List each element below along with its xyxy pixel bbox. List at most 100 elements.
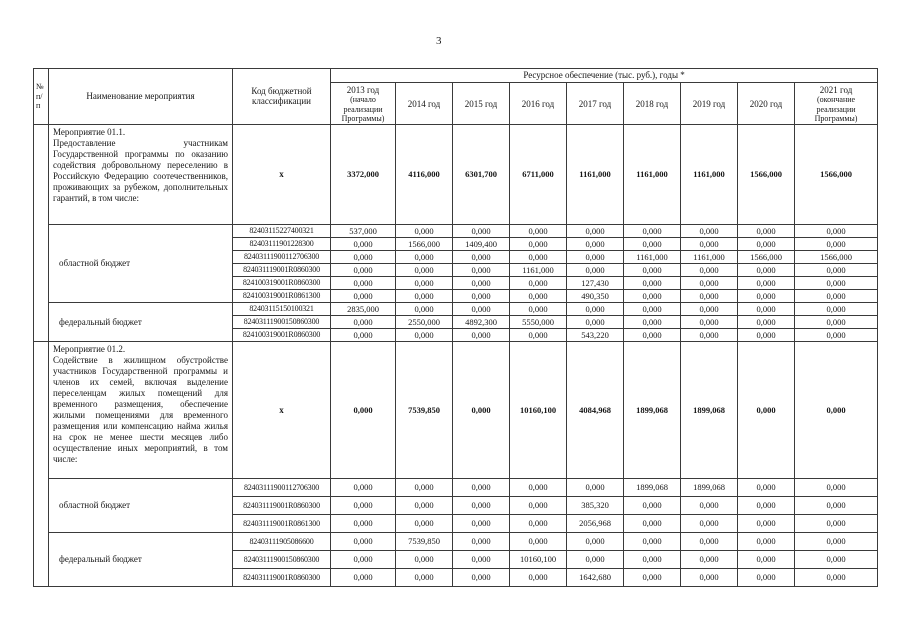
value-cell: 1161,000 [680, 123, 738, 225]
measure-code-cell: х [232, 340, 331, 479]
col-header-code: Код бюджетной классификации [232, 68, 331, 125]
value-cell: 0,000 [452, 301, 510, 316]
value-cell: 0,000 [623, 236, 681, 251]
value-cell: 490,350 [566, 288, 624, 303]
budget-code-row: 824031119001R0860300 0,000 0,000 0,000 0,000… [34, 567, 879, 587]
col-header-year: 2013 год (начало реализации Программы) [330, 82, 396, 125]
value-cell: 0,000 [793, 223, 879, 238]
resource-table: № п/ п Наименование мероприятия Код бюдж… [33, 68, 879, 587]
value-cell: 0,000 [793, 495, 879, 515]
value-cell: 0,000 [330, 288, 396, 303]
value-cell: 0,000 [566, 223, 624, 238]
budget-code-cell: 824100319001R0861300 [232, 288, 331, 303]
value-cell: 10160,100 [509, 340, 567, 479]
value-cell: 0,000 [737, 531, 795, 551]
year-label: 2017 год [578, 98, 612, 109]
value-cell: 1566,000 [793, 123, 879, 225]
col-header-year: 2018 год [623, 82, 681, 125]
budget-code-row: областной бюджет 82403115227400321 537,000… [34, 223, 879, 303]
budget-code-cell: 82403111900112706300 [232, 249, 331, 264]
value-cell: 4084,968 [566, 340, 624, 479]
value-cell: 0,000 [737, 262, 795, 277]
value-cell: 1161,000 [680, 249, 738, 264]
value-cell: 0,000 [737, 477, 795, 497]
value-cell: 1409,400 [452, 236, 510, 251]
value-cell: 0,000 [566, 236, 624, 251]
budget-code-cell: 82403111901228300 [232, 236, 331, 251]
value-cell: 0,000 [330, 567, 396, 587]
value-cell: 0,000 [623, 549, 681, 569]
value-cell: 0,000 [395, 288, 453, 303]
value-cell: 0,000 [452, 513, 510, 533]
value-cell: 0,000 [509, 249, 567, 264]
value-cell: 0,000 [737, 314, 795, 329]
value-cell: 7539,850 [395, 340, 453, 479]
value-cell: 0,000 [566, 477, 624, 497]
value-cell: 0,000 [680, 567, 738, 587]
value-cell: 0,000 [737, 567, 795, 587]
value-cell: 2550,000 [395, 314, 453, 329]
value-cell: 0,000 [509, 288, 567, 303]
value-cell: 0,000 [793, 301, 879, 316]
value-cell: 0,000 [623, 567, 681, 587]
value-cell: 0,000 [452, 249, 510, 264]
value-cell: 1161,000 [623, 249, 681, 264]
value-cell: 1161,000 [566, 123, 624, 225]
value-cell: 0,000 [793, 327, 879, 342]
value-cell: 543,220 [566, 327, 624, 342]
value-cell: 0,000 [680, 301, 738, 316]
value-cell: 3372,000 [330, 123, 396, 225]
value-cell: 0,000 [793, 275, 879, 290]
value-cell: 0,000 [452, 340, 510, 479]
value-cell: 0,000 [395, 275, 453, 290]
value-cell: 0,000 [330, 531, 396, 551]
budget-code-cell: 82403115150100321 [232, 301, 331, 316]
value-cell: 7539,850 [395, 531, 453, 551]
value-cell: 0,000 [509, 531, 567, 551]
value-cell: 0,000 [623, 223, 681, 238]
row-number-cell [33, 340, 49, 587]
measure-title: Мероприятие 01.1. [53, 126, 126, 137]
value-cell: 0,000 [793, 549, 879, 569]
budget-group-label: федеральный бюджет [48, 301, 233, 342]
value-cell: 0,000 [623, 327, 681, 342]
year-note: (начало реализации Программы) [341, 95, 385, 123]
value-cell: 0,000 [509, 223, 567, 238]
value-cell: 1899,068 [623, 477, 681, 497]
budget-group-label: федеральный бюджет [48, 531, 233, 587]
value-cell: 6301,700 [452, 123, 510, 225]
value-cell: 0,000 [395, 549, 453, 569]
year-note: (окончание реализации Программы) [814, 95, 858, 123]
budget-code-row: 824031119001R0861300 0,000 0,000 0,000 0,000… [34, 513, 879, 533]
measure-description: Предоставление участникам Государственно… [53, 137, 228, 203]
value-cell: 0,000 [680, 262, 738, 277]
value-cell: 2835,000 [330, 301, 396, 316]
value-cell: 127,430 [566, 275, 624, 290]
value-cell: 0,000 [395, 327, 453, 342]
value-cell: 0,000 [330, 327, 396, 342]
value-cell: 0,000 [680, 513, 738, 533]
budget-code-cell: 82403111900150860300 [232, 314, 331, 329]
value-cell: 0,000 [452, 262, 510, 277]
value-cell: 0,000 [793, 262, 879, 277]
value-cell: 0,000 [452, 567, 510, 587]
value-cell: 0,000 [793, 531, 879, 551]
value-cell: 0,000 [330, 314, 396, 329]
measure-name-cell: Мероприятие 01.2. Содействие в жилищном о… [48, 340, 233, 479]
value-cell: 0,000 [793, 288, 879, 303]
value-cell: 0,000 [680, 314, 738, 329]
value-cell: 1899,068 [680, 340, 738, 479]
value-cell: 0,000 [395, 477, 453, 497]
value-cell: 0,000 [680, 549, 738, 569]
budget-code-row: федеральный бюджет 82403115150100321 2835,… [34, 301, 879, 342]
value-cell: 0,000 [566, 249, 624, 264]
value-cell: 0,000 [452, 223, 510, 238]
value-cell: 0,000 [330, 513, 396, 533]
value-cell: 0,000 [680, 275, 738, 290]
value-cell: 1642,680 [566, 567, 624, 587]
budget-group-label: областной бюджет [48, 223, 233, 303]
measure-description: Содействие в жилищном обустройстве участ… [53, 354, 228, 464]
value-cell: 0,000 [680, 236, 738, 251]
value-cell: 0,000 [395, 301, 453, 316]
